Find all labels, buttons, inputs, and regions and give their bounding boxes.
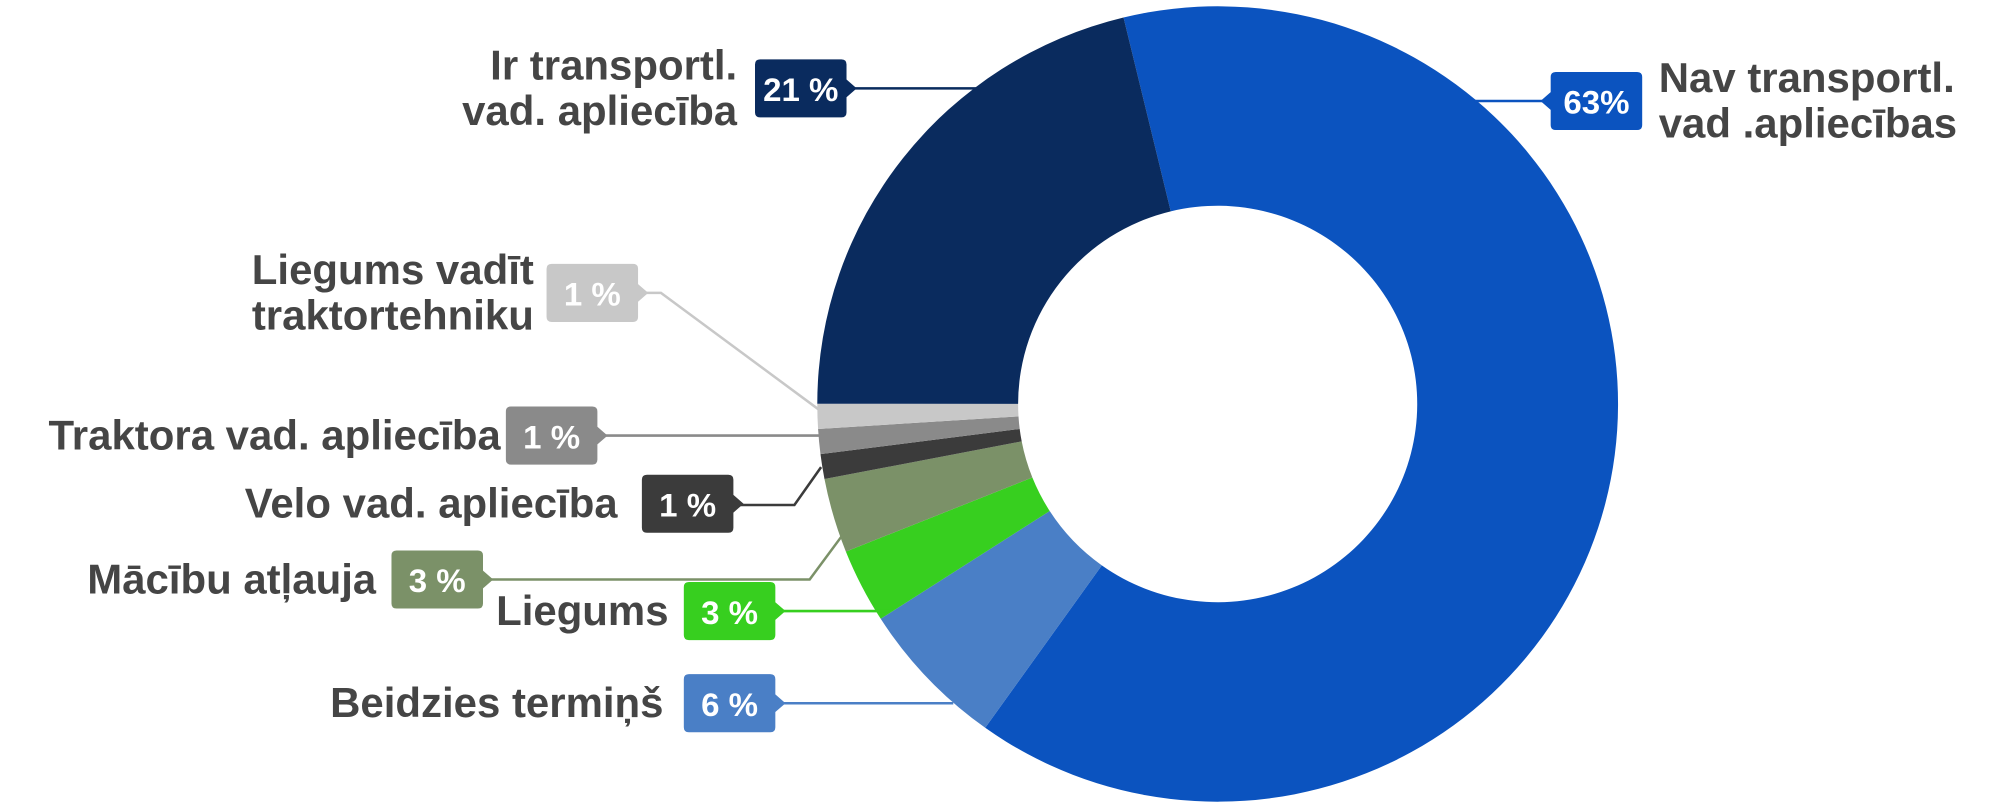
value-badge [641,474,744,533]
leader-line [733,466,823,507]
category-label-box: Velo vad. apliecība [244,479,618,527]
category-label-box: Liegums [496,586,669,634]
value-label: 1 % [659,487,716,524]
value-badge [755,59,857,118]
category-label-box: Liegums vadīt traktortehniku [251,245,534,339]
category-label: Ir transportl. vad. apliecība [462,41,738,134]
donut-segment [817,17,1171,404]
value-label: 6 % [701,686,758,723]
donut-segment [880,511,1102,728]
category-label: Traktora vad. apliecība [48,411,501,459]
value-label: 1 % [564,276,621,313]
donut-segment [818,416,1020,455]
value-label: 3 % [409,562,466,599]
value-label: 63% [1563,84,1629,121]
donut-segment [845,477,1050,619]
value-badge [683,582,786,641]
category-label-box: Nav transportl. vad .apliecības [1658,53,1958,147]
category-label: Liegums vadīt traktortehniku [251,245,534,339]
category-label-box: Ir transportl. vad. apliecība [462,41,738,134]
category-label-box: Beidzies termiņš [330,679,664,726]
value-label: 1 % [523,418,580,455]
category-label: Beidzies termiņš [330,679,664,726]
value-badge [391,550,494,609]
value-label: 3 % [701,594,758,631]
category-label: Nav transportl. vad .apliecības [1658,53,1958,147]
donut-segment [824,441,1033,552]
value-badge [546,263,649,322]
donut-segment [985,6,1619,802]
category-label: Liegums [496,586,669,634]
category-label: Velo vad. apliecība [244,479,618,527]
category-label-box: Traktora vad. apliecība [48,411,501,459]
donut-segment [817,403,1019,429]
leader-line [638,291,821,412]
category-label: Mācību atļauja [87,555,377,603]
leader-line [482,535,843,581]
value-badge [683,674,786,733]
value-label: 21 % [763,71,838,108]
value-badge [1540,71,1643,131]
category-label-box: Mācību atļauja [87,555,377,603]
donut-segment [820,428,1022,480]
value-badge [505,406,608,465]
